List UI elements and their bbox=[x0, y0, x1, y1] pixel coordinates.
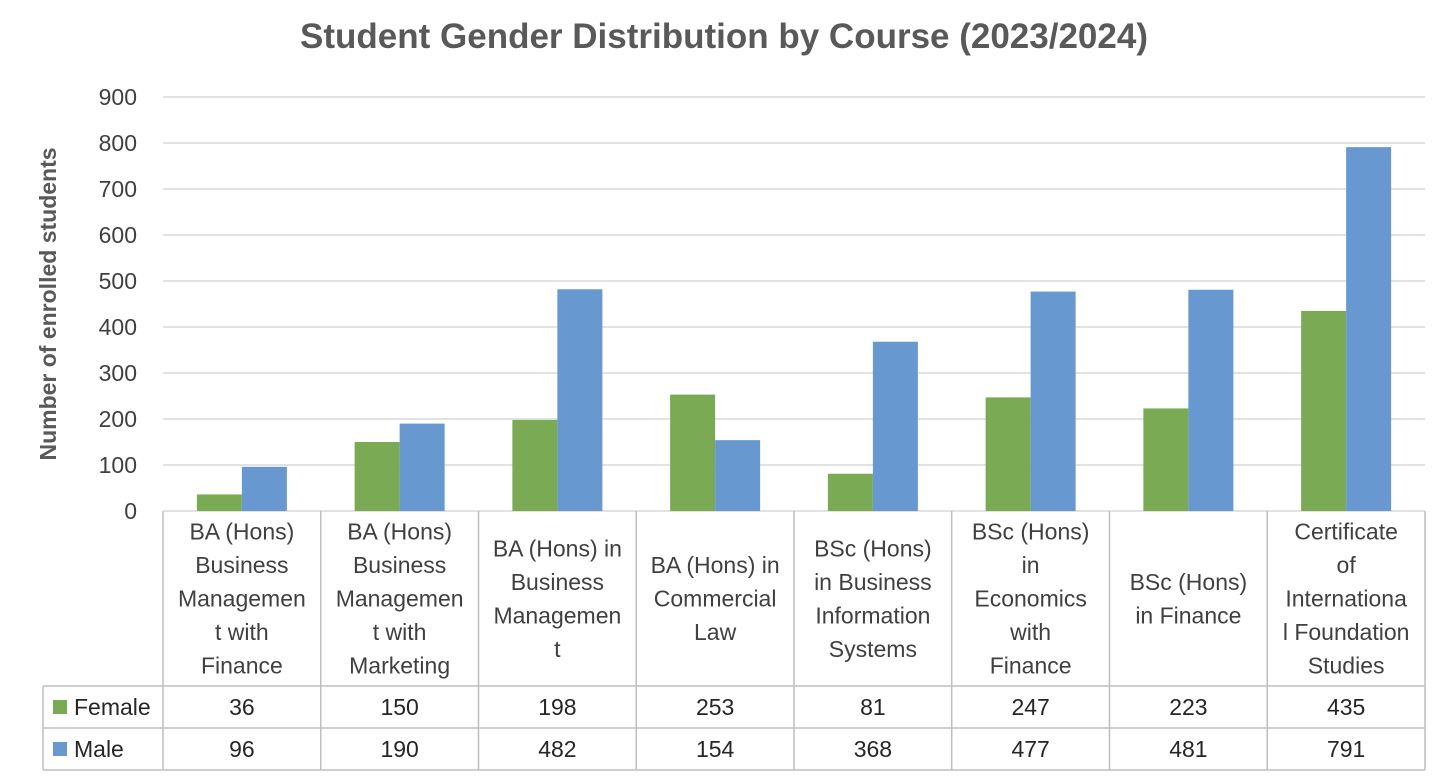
category-label: BSc (Hons) in Finance bbox=[1130, 569, 1248, 629]
y-axis-label: Number of enrolled students bbox=[35, 147, 61, 460]
table-value-male: 791 bbox=[1327, 736, 1365, 762]
table-value-female: 198 bbox=[538, 694, 576, 720]
legend-key-male bbox=[53, 742, 67, 756]
bar-female bbox=[512, 419, 558, 511]
y-tick-label: 600 bbox=[99, 222, 137, 248]
bar-male bbox=[1188, 289, 1234, 511]
table-value-female: 247 bbox=[1011, 694, 1049, 720]
bar-female bbox=[670, 394, 716, 511]
y-tick-label: 200 bbox=[99, 406, 137, 432]
bar-male bbox=[241, 466, 287, 511]
chart-title: Student Gender Distribution by Course (2… bbox=[300, 17, 1148, 56]
table-value-female: 435 bbox=[1327, 694, 1365, 720]
table-value-male: 154 bbox=[696, 736, 735, 762]
table-value-male: 96 bbox=[229, 736, 255, 762]
bar-male bbox=[1030, 291, 1076, 511]
y-tick-label: 700 bbox=[99, 176, 137, 202]
y-axis-ticks: 0 100 200 300 400 500 600 700 800 900 bbox=[99, 84, 137, 524]
bar-female bbox=[985, 397, 1031, 511]
category-label: BA (Hons) in Business Managemen t bbox=[493, 535, 622, 662]
y-tick-label: 0 bbox=[124, 498, 137, 524]
y-tick-label: 800 bbox=[99, 130, 137, 156]
legend-label-male: Male bbox=[74, 736, 124, 762]
table-value-male: 368 bbox=[854, 736, 892, 762]
category-label: BA (Hons) Business Managemen t with Finance bbox=[178, 519, 306, 679]
category-label: BA (Hons) Business Managemen t with Marketin… bbox=[336, 519, 464, 679]
bar-male bbox=[715, 440, 761, 511]
category-label: BA (Hons) in Commercial Law bbox=[651, 552, 780, 645]
category-label: BSc (Hons) in Economics with Finance bbox=[972, 519, 1090, 679]
table-value-male: 481 bbox=[1169, 736, 1207, 762]
table-value-female: 81 bbox=[860, 694, 886, 720]
bar-male bbox=[557, 289, 603, 511]
table-value-male: 477 bbox=[1011, 736, 1049, 762]
gridlines bbox=[163, 96, 1425, 512]
bar-male bbox=[1346, 147, 1392, 511]
table-value-female: 253 bbox=[696, 694, 734, 720]
bar-male bbox=[399, 423, 445, 511]
bar-male bbox=[872, 341, 918, 511]
y-tick-label: 900 bbox=[99, 84, 137, 110]
table-value-male: 482 bbox=[538, 736, 576, 762]
data-table: BA (Hons) Business Managemen t with FinanceB… bbox=[42, 511, 1426, 771]
y-tick-label: 500 bbox=[99, 268, 137, 294]
legend-label-female: Female bbox=[74, 694, 151, 720]
category-label: Certificate of Internationa l Foundation Stu… bbox=[1283, 519, 1410, 679]
y-tick-label: 100 bbox=[99, 452, 137, 478]
y-tick-label: 400 bbox=[99, 314, 137, 340]
y-tick-label: 300 bbox=[99, 360, 137, 386]
bar-female bbox=[827, 473, 873, 511]
bar-female bbox=[354, 442, 400, 511]
table-value-female: 36 bbox=[229, 694, 255, 720]
bar-female bbox=[1143, 408, 1189, 511]
legend-key-female bbox=[53, 700, 67, 714]
category-label: BSc (Hons) in Business Information Systems bbox=[814, 535, 932, 662]
table-value-female: 150 bbox=[380, 694, 418, 720]
bar-female bbox=[1301, 310, 1347, 511]
table-value-female: 223 bbox=[1169, 694, 1207, 720]
table-value-male: 190 bbox=[380, 736, 418, 762]
bar-female bbox=[196, 494, 242, 511]
bars bbox=[196, 147, 1392, 511]
